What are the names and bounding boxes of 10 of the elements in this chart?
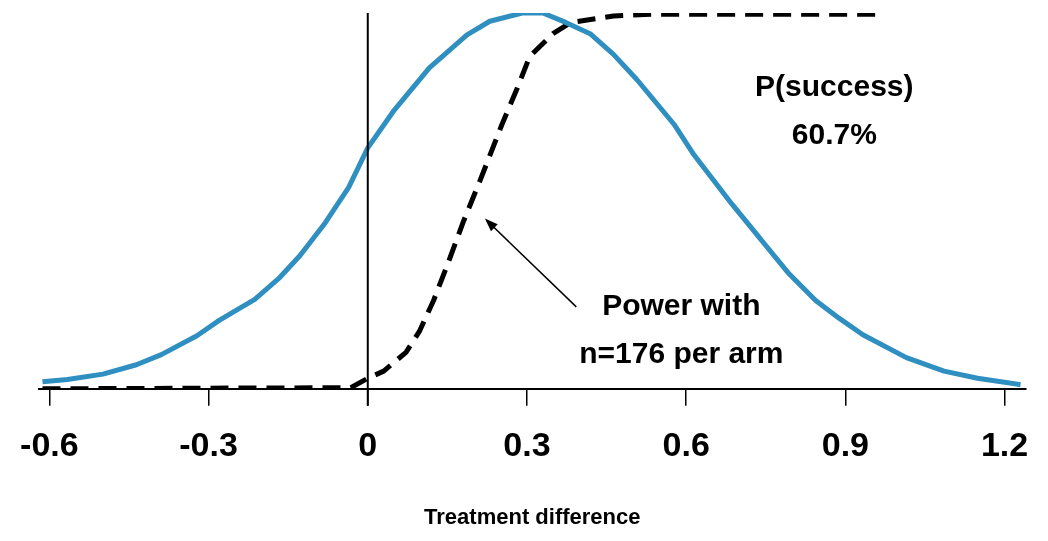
x-tick-label: 0.6 — [662, 424, 710, 463]
x-tick-label: -0.3 — [179, 424, 238, 463]
x-tick-label: 1.2 — [980, 424, 1029, 463]
x-tick-label: 0.9 — [821, 424, 869, 463]
x-axis-title: Treatment difference — [424, 503, 641, 529]
x-tick-label: 0 — [358, 424, 378, 463]
x-tick-label: 0.3 — [503, 424, 551, 463]
annotation: Power with n=176 per arm — [579, 288, 784, 370]
annotation: P(success) 60.7% — [755, 69, 914, 151]
x-tick-label: -0.6 — [20, 424, 79, 463]
